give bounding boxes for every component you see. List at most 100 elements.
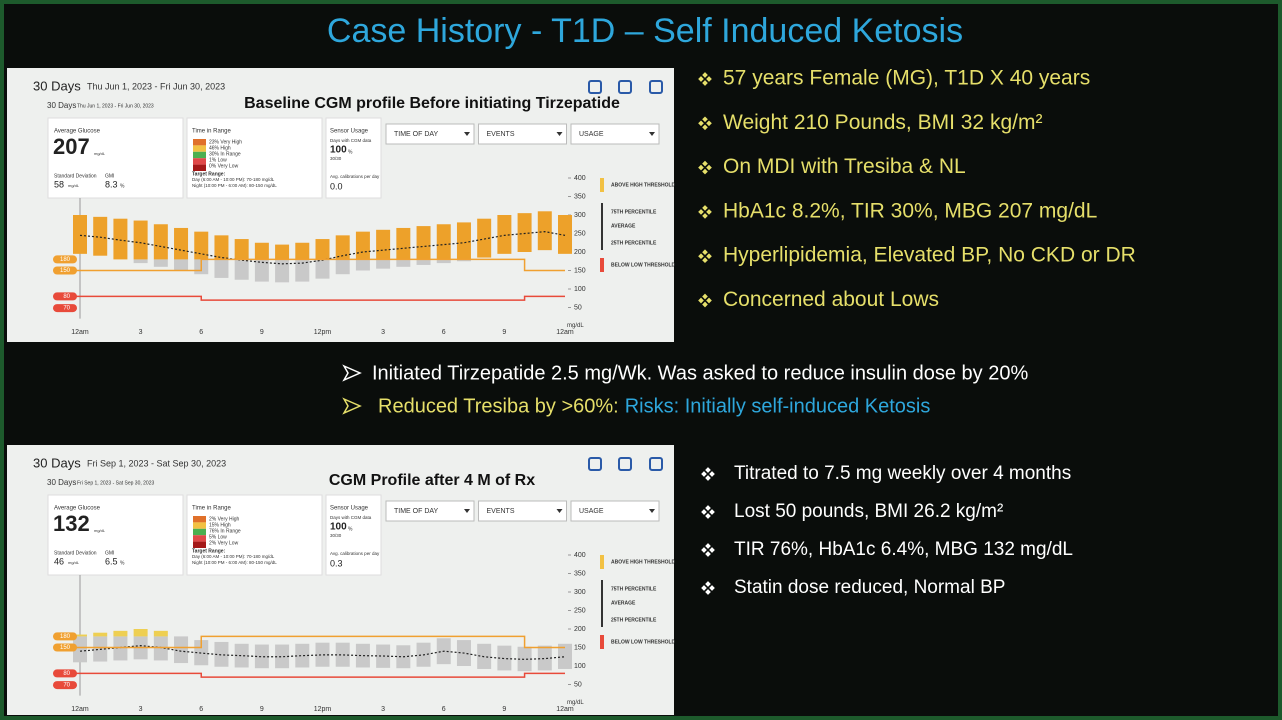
- bullet-dot: [709, 471, 715, 477]
- label: Time in Range: [192, 129, 231, 135]
- label: GMI: [105, 173, 114, 179]
- legend-label: AVERAGE: [611, 600, 636, 606]
- x-tick-label: 9: [260, 706, 264, 713]
- label: Target Range:: [192, 548, 226, 554]
- target: Night (10:00 PM - 6:00 AM): 80-150 mg/dL: [192, 560, 277, 565]
- tir-item: 0% Very Low: [209, 163, 239, 169]
- y-unit: mg/dL: [567, 700, 584, 706]
- bullet-icon: [701, 467, 715, 481]
- stat-card: [186, 494, 323, 576]
- percentile-bar: [214, 641, 229, 667]
- bullet-dot: [702, 124, 708, 131]
- percentile-bar: [396, 259, 411, 267]
- y-tick-label: 300: [574, 212, 586, 219]
- y-tick-label: 300: [574, 589, 586, 596]
- tir-item: 30% In Range: [209, 151, 241, 157]
- percentile-bar-high: [335, 235, 350, 260]
- percentile-bar-high: [416, 226, 431, 260]
- percentile-bar: [113, 636, 128, 661]
- bullet-text: Statin dose reduced, Normal BP: [734, 577, 1005, 598]
- dropdown-label: TIME OF DAY: [394, 131, 439, 138]
- bullet-dot: [706, 164, 712, 171]
- x-tick-label: 3: [381, 329, 385, 336]
- dates: Fri Sep 1, 2023 - Sat Sep 30, 2023: [87, 458, 226, 468]
- threshold-badge: [53, 681, 77, 690]
- legend-label: BELOW LOW THRESHOLD: [611, 262, 676, 268]
- percentile-bar-high: [517, 213, 532, 252]
- tir-segment: [193, 145, 206, 152]
- x-tick-label: 6: [199, 706, 203, 713]
- bullet-dot: [698, 209, 704, 215]
- label: Target Range:: [192, 171, 226, 177]
- legend-label: 25TH PERCENTILE: [611, 617, 657, 623]
- unit: %: [348, 526, 353, 532]
- threshold-badge: [53, 304, 77, 313]
- x-tick-label: 12am: [556, 329, 574, 336]
- inner-period: 30 Days: [47, 101, 76, 110]
- bullet-icon: [698, 160, 712, 175]
- gmi: 8.3: [105, 179, 118, 189]
- x-tick-label: 3: [381, 706, 385, 713]
- middle-line: Initiated Tirzepatide 2.5 mg/Wk. Was ask…: [372, 362, 1028, 384]
- percentile-bar-high: [537, 211, 552, 251]
- bullet-text: Concerned about Lows: [723, 288, 939, 311]
- percentile-bar: [153, 636, 168, 661]
- threshold-value: 70: [63, 306, 70, 312]
- legend-swatch: [600, 555, 604, 569]
- percentile-bar: [376, 259, 391, 269]
- unit: mg/dL: [68, 183, 80, 188]
- tir-segment: [193, 151, 206, 159]
- bullet-dot: [702, 293, 708, 300]
- dropdown-caret: [464, 509, 470, 513]
- percentile-bar: [335, 259, 350, 275]
- label: Standard Deviation: [54, 550, 97, 556]
- caption: Baseline CGM profile Before initiating T…: [244, 95, 620, 112]
- percentile-bar-high: [113, 630, 128, 637]
- unit: %: [120, 560, 125, 566]
- stat-card: [325, 117, 382, 199]
- bullet-dot: [705, 505, 711, 511]
- bullet-dot: [706, 297, 712, 304]
- threshold-line: [60, 672, 565, 678]
- unit: mg/dL: [94, 528, 106, 533]
- percentile-bar-high: [234, 239, 249, 260]
- y-tick-label: 350: [574, 570, 586, 577]
- bullet-dot: [702, 301, 708, 308]
- percentile-bar-high: [396, 227, 411, 260]
- threshold-line: [60, 258, 565, 272]
- percentile-bar-high: [214, 235, 229, 260]
- legend-label: AVERAGE: [611, 223, 636, 229]
- y-tick-label: 100: [574, 286, 586, 293]
- percentile-bar-high: [73, 634, 87, 637]
- dropdown-label: EVENTS: [487, 508, 515, 515]
- percentile-bar-high: [153, 630, 168, 637]
- percentile-bar: [254, 644, 269, 669]
- legend-swatch: [600, 258, 604, 272]
- toolbar-icon: [649, 457, 663, 471]
- y-tick-label: 350: [574, 193, 586, 200]
- middle-line: Risks: Initially self-induced Ketosis: [625, 395, 931, 417]
- tir-segment: [193, 522, 206, 529]
- threshold-badge: [53, 266, 77, 275]
- bullet-dot: [698, 120, 704, 127]
- percentile-bar-high: [315, 239, 330, 260]
- bullet-dot: [702, 213, 708, 219]
- percentile-bar: [275, 644, 290, 669]
- label: Sensor Usage: [330, 129, 369, 135]
- dropdown-caret: [649, 509, 655, 513]
- threshold-value: 80: [63, 294, 70, 300]
- y-tick-label: 400: [574, 175, 586, 182]
- bullet-text: Hyperlipidemia, Elevated BP, No CKD or D…: [723, 244, 1136, 267]
- tir-item: 23% Very High: [209, 139, 242, 145]
- unit: %: [348, 149, 353, 155]
- x-tick-label: 6: [442, 706, 446, 713]
- percentile-bar-high: [295, 242, 310, 260]
- legend-label: 75TH PERCENTILE: [611, 586, 657, 592]
- bullet-dot: [709, 547, 715, 553]
- percentile-bar-high: [254, 242, 269, 260]
- dropdown-label: USAGE: [579, 508, 604, 515]
- avg-glucose: 207: [53, 134, 90, 159]
- bullet-dot: [702, 257, 708, 264]
- bullet-text: Titrated to 7.5 mg weekly over 4 months: [734, 463, 1071, 484]
